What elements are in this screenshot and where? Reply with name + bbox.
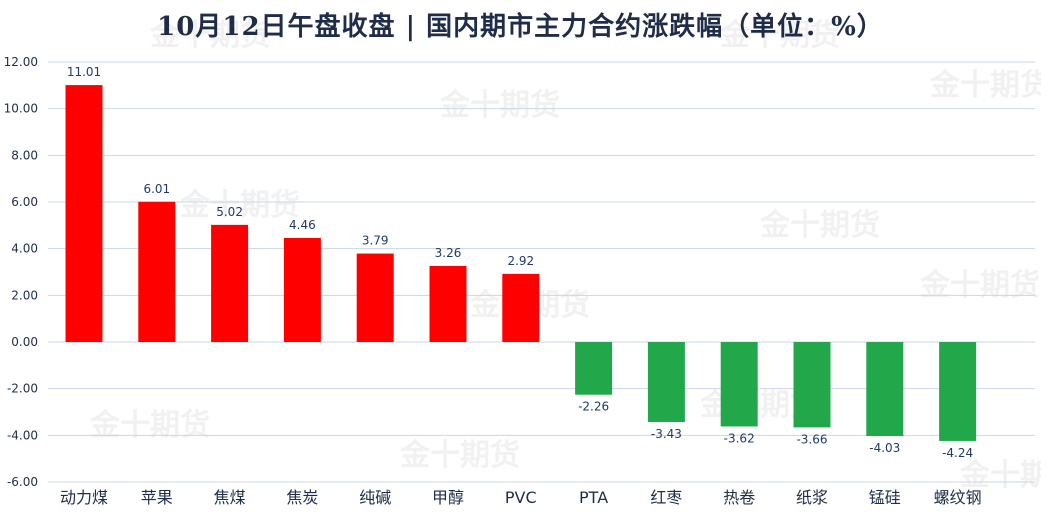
bar: [866, 342, 904, 437]
x-category-label: 焦煤: [214, 488, 246, 507]
y-tick-label: 4.00: [11, 242, 38, 256]
bar: [356, 253, 394, 342]
bar: [138, 201, 176, 342]
data-label: -3.66: [796, 432, 827, 446]
x-category-label: PTA: [579, 488, 608, 507]
bar: [502, 273, 540, 342]
y-tick-label: -4.00: [7, 428, 38, 442]
bar: [65, 85, 103, 342]
bar: [429, 265, 467, 342]
x-category-label: 锰硅: [869, 488, 901, 507]
y-tick-label: 6.00: [11, 195, 38, 209]
data-label: 3.79: [362, 234, 389, 248]
data-label: -3.43: [651, 427, 682, 441]
data-label: 3.26: [435, 246, 462, 260]
x-category-label: PVC: [505, 488, 537, 507]
y-tick-label: 8.00: [11, 148, 38, 162]
x-category-label: 螺纹钢: [934, 488, 982, 507]
bar: [939, 342, 977, 441]
data-label: -4.24: [942, 446, 973, 460]
x-category-label: 纯碱: [359, 488, 391, 507]
x-category-label: 焦炭: [286, 488, 318, 507]
bar: [720, 342, 758, 427]
data-label: 6.01: [143, 182, 170, 196]
x-category-label: 苹果: [141, 488, 173, 507]
y-tick-label: 0.00: [11, 335, 38, 349]
bar: [647, 342, 685, 423]
data-label: 2.92: [507, 254, 534, 268]
data-label: 4.46: [289, 218, 316, 232]
y-tick-label: 12.00: [4, 55, 38, 69]
bar: [211, 224, 249, 342]
bar: [575, 342, 613, 395]
y-tick-label: -2.00: [7, 382, 38, 396]
data-label: -2.26: [578, 400, 609, 414]
x-category-label: 动力煤: [60, 488, 108, 507]
x-category-label: 纸浆: [796, 488, 828, 507]
data-label: -4.03: [869, 441, 900, 455]
bar: [793, 342, 831, 428]
data-label: 5.02: [216, 205, 243, 219]
chart-title: 10月12日午盘收盘 | 国内期市主力合约涨跌幅（单位：%）: [157, 12, 884, 42]
x-category-label: 红枣: [650, 488, 682, 507]
x-category-label: 甲醇: [432, 488, 464, 507]
x-category-label: 热卷: [723, 488, 755, 507]
bar: [283, 237, 321, 342]
y-tick-label: 10.00: [4, 102, 38, 116]
y-tick-label: -6.00: [7, 475, 38, 489]
y-tick-label: 2.00: [11, 288, 38, 302]
data-label: -3.62: [724, 431, 755, 445]
data-label: 11.01: [67, 65, 101, 79]
